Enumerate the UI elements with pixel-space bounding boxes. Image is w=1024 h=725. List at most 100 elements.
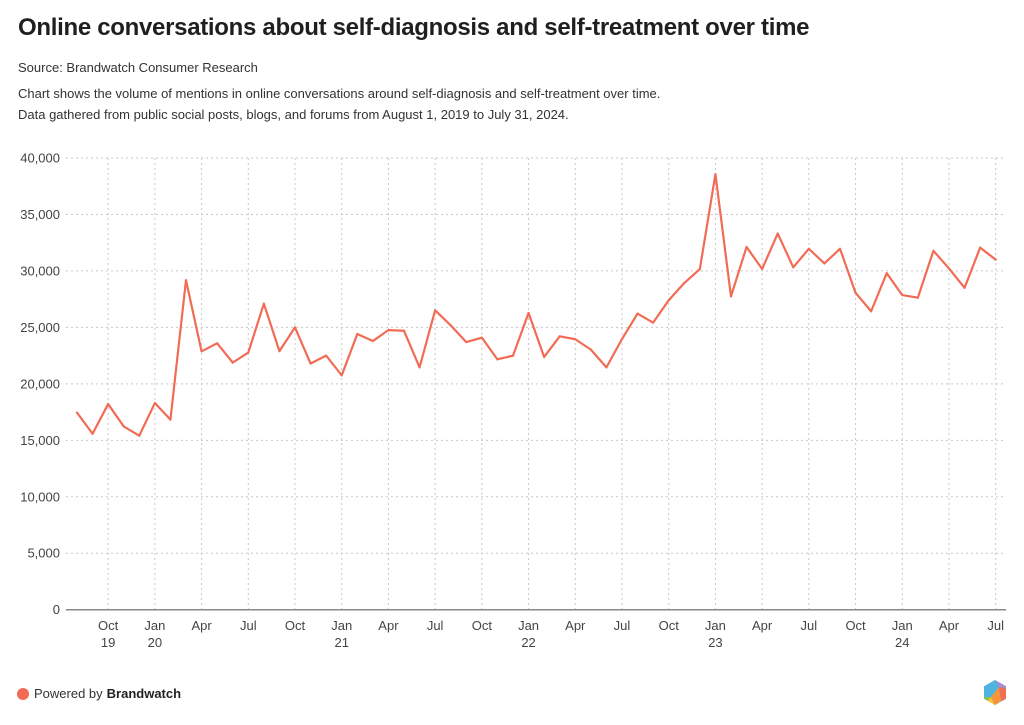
data-point-2021-09: [465, 340, 468, 344]
data-point-2020-11: [309, 362, 312, 365]
data-point-2023-06: [792, 266, 795, 269]
data-point-2020-02: [169, 418, 172, 421]
x-tick-label: Jan: [331, 618, 352, 633]
data-point-2023-09: [838, 247, 842, 250]
x-tick-label: Oct: [472, 618, 493, 633]
data-point-2023-08: [823, 262, 826, 265]
x-tick-label: Jan: [705, 618, 726, 633]
data-point-2019-12: [138, 434, 141, 437]
x-tick-label: Oct: [845, 618, 866, 633]
x-tick-label: Apr: [752, 618, 773, 633]
x-tick-label: Jul: [987, 618, 1004, 633]
chart-description: Chart shows the volume of mentions in on…: [18, 83, 660, 125]
data-point-2023-11: [870, 310, 873, 313]
x-tick-label: Apr: [378, 618, 399, 633]
data-point-2020-01: [153, 401, 156, 405]
data-point-2023-05: [776, 232, 779, 235]
data-point-2023-03: [745, 245, 748, 249]
data-point-2019-09: [91, 432, 94, 435]
powered-by-footer: Powered by Brandwatch: [17, 686, 181, 701]
x-tick-label: Jan: [518, 618, 539, 633]
data-point-2024-05: [963, 286, 966, 289]
data-point-2022-10: [667, 299, 670, 302]
data-point-2020-08: [262, 302, 265, 305]
data-point-2024-04: [947, 267, 951, 270]
x-tick-label: Oct: [98, 618, 119, 633]
data-point-2022-08: [636, 312, 639, 315]
description-line-1: Chart shows the volume of mentions in on…: [18, 86, 661, 101]
data-point-2024-07: [994, 258, 997, 261]
x-tick-label: Oct: [659, 618, 680, 633]
x-tick-year-label: 22: [521, 635, 535, 650]
data-point-2022-11: [683, 281, 686, 285]
series-line-mentions: [75, 173, 997, 437]
data-point-2020-12: [325, 354, 328, 357]
horizontal-gridlines: [66, 157, 1006, 554]
data-point-2021-07: [434, 309, 437, 312]
chart-title: Online conversations about self-diagnosi…: [18, 14, 810, 41]
y-tick-label: 35,000: [20, 207, 60, 222]
x-tick-year-label: 21: [334, 635, 348, 650]
data-point-2023-02: [729, 295, 733, 298]
x-tick-label: Jan: [892, 618, 913, 633]
x-axis-tick-labels: Oct 19 Jan 20 Apr Jul Oct Jan 21 Apr Jul Oct Jan 22 Ap…: [98, 618, 1004, 650]
x-tick-label: Apr: [191, 618, 212, 633]
x-tick-label: Apr: [939, 618, 960, 633]
y-axis-tick-labels: 0 5,000 10,000 15,000 20,000 25,000 30,000 35,0…: [20, 151, 60, 618]
x-tick-label: Jul: [614, 618, 631, 633]
y-tick-label: 20,000: [20, 376, 60, 391]
y-tick-label: 15,000: [20, 433, 60, 448]
data-point-2024-01: [901, 293, 904, 297]
data-point-2019-08: [75, 411, 79, 414]
x-tick-label: Apr: [565, 618, 586, 633]
brand-dot-icon: [17, 687, 29, 700]
data-point-2020-07: [247, 351, 250, 354]
data-point-2022-09: [652, 321, 655, 324]
data-point-2022-07: [620, 337, 624, 341]
x-tick-label: Jul: [427, 618, 444, 633]
data-point-2020-09: [278, 350, 281, 353]
data-points: [75, 173, 997, 437]
y-tick-label: 5,000: [27, 546, 60, 561]
data-point-2023-01: [714, 173, 717, 176]
data-point-2020-10: [293, 326, 297, 329]
x-tick-label: Jul: [240, 618, 257, 633]
data-point-2021-08: [449, 324, 452, 327]
data-point-2024-06: [979, 246, 982, 249]
data-point-2020-06: [231, 361, 234, 364]
powered-by-label: Powered by: [34, 686, 103, 701]
vertical-gridlines: [107, 158, 997, 610]
line-chart: 0 5,000 10,000 15,000 20,000 25,000 30,000 35,0…: [20, 151, 1006, 650]
brand-name: Brandwatch: [106, 686, 182, 701]
data-point-2022-02: [543, 355, 546, 359]
data-point-2021-12: [511, 354, 515, 357]
data-point-2021-11: [496, 358, 499, 361]
data-point-2019-10: [107, 402, 110, 406]
data-point-2023-04: [761, 267, 764, 271]
y-tick-label: 25,000: [20, 320, 60, 335]
y-tick-label: 40,000: [20, 151, 60, 166]
data-point-2022-05: [589, 348, 592, 351]
x-tick-year-label: 23: [708, 635, 722, 650]
data-point-2022-03: [558, 335, 561, 338]
data-point-2020-03: [184, 279, 188, 282]
data-point-2022-12: [698, 267, 701, 271]
data-point-2022-04: [574, 338, 577, 341]
brandwatch-logo-icon: [984, 680, 1006, 705]
data-point-2021-05: [402, 329, 406, 332]
y-tick-label: 0: [53, 602, 60, 617]
data-point-2021-06: [418, 366, 421, 369]
data-point-2021-03: [371, 339, 374, 343]
data-point-2020-04: [200, 350, 203, 353]
data-point-2021-10: [480, 336, 483, 339]
data-point-2021-01: [340, 374, 343, 377]
data-point-2023-10: [854, 291, 857, 294]
chart-source: Source: Brandwatch Consumer Research: [18, 60, 258, 75]
y-tick-label: 30,000: [20, 263, 60, 278]
x-tick-year-label: 24: [895, 635, 909, 650]
data-point-2019-11: [122, 425, 125, 428]
data-point-2020-05: [216, 342, 219, 345]
data-point-2021-04: [387, 328, 390, 332]
x-tick-year-label: 19: [101, 635, 115, 650]
data-point-2024-03: [932, 249, 935, 252]
